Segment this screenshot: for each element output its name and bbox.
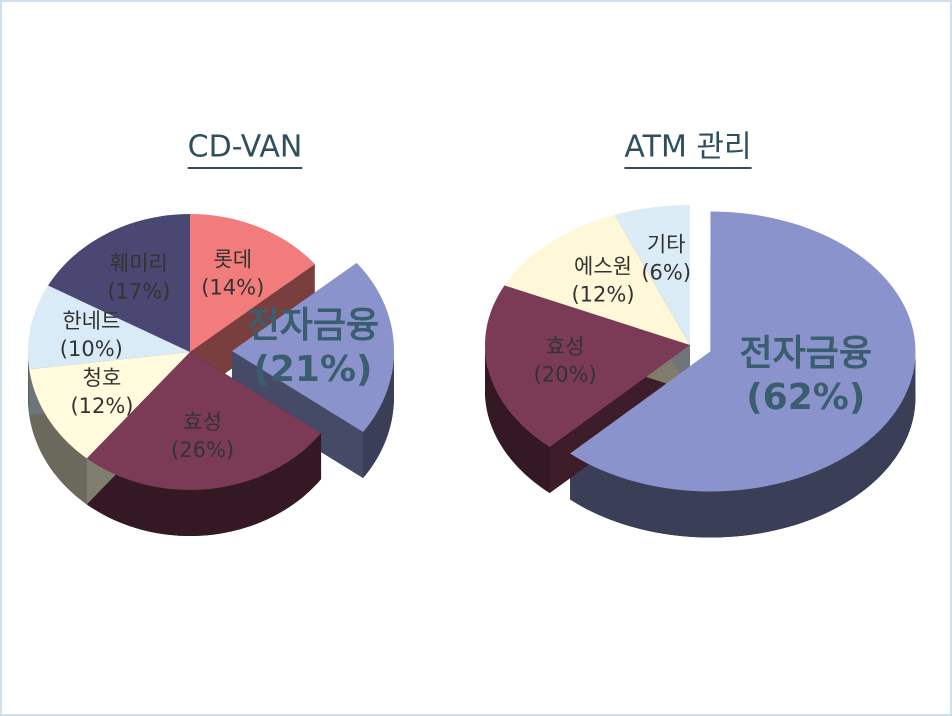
slice bbox=[48, 214, 191, 352]
slice bbox=[614, 205, 690, 345]
slice bbox=[485, 285, 690, 448]
pie-tops bbox=[485, 205, 916, 492]
slice-side bbox=[29, 369, 87, 505]
slice-value-label: (10%) bbox=[60, 337, 123, 361]
slice-value-label: (12%) bbox=[571, 283, 634, 307]
slice-label: 효성 bbox=[183, 410, 222, 434]
slice-label: 효성 bbox=[546, 334, 585, 358]
slice-label: 훼미리 bbox=[110, 251, 168, 275]
slice-label: 전자금융 bbox=[247, 305, 379, 346]
slice-label: 한네트 bbox=[62, 309, 120, 333]
slice bbox=[504, 214, 690, 345]
slice-label: 에스원 bbox=[574, 255, 632, 279]
slice-wall bbox=[231, 350, 364, 479]
slice-side bbox=[570, 351, 916, 538]
slice-side bbox=[363, 350, 394, 479]
slice bbox=[28, 285, 190, 370]
slice-value-label: (6%) bbox=[641, 261, 691, 285]
slice-value-label: (17%) bbox=[107, 279, 170, 303]
slice bbox=[190, 214, 315, 352]
slice-value-label: (26%) bbox=[171, 438, 234, 462]
slice-value-label: (14%) bbox=[201, 276, 264, 300]
pie-labels: 전자금융(62%) 효성 (20%) 에스원 (12%) 기타 (6%) bbox=[534, 233, 872, 419]
pie-labels: 훼미리 (17%) 롯데 (14%) 전자금융(21%) 효성 (26%) 청호 (12%) 한네… bbox=[60, 248, 379, 462]
slice bbox=[86, 352, 322, 490]
slice-value-label: (20%) bbox=[534, 362, 597, 386]
slice-label: 전자금융 bbox=[740, 333, 872, 374]
slice-value-label: (12%) bbox=[70, 394, 133, 418]
slice bbox=[29, 352, 190, 459]
slice-label: 롯데 bbox=[213, 248, 252, 272]
slice-side bbox=[485, 345, 550, 494]
chart-title: CD-VAN bbox=[188, 130, 303, 165]
chart-title: ATM 관리 bbox=[624, 130, 751, 165]
slice-label: 청호 bbox=[83, 366, 122, 390]
slice-value-label: (62%) bbox=[746, 377, 865, 418]
slice-side bbox=[28, 352, 30, 416]
slice-wall bbox=[190, 264, 315, 398]
slice-side bbox=[86, 433, 322, 536]
slice-value-label: (21%) bbox=[253, 349, 372, 390]
slice bbox=[570, 211, 916, 492]
pie-tops bbox=[28, 214, 394, 490]
slice bbox=[231, 262, 394, 433]
slice-label: 기타 bbox=[647, 233, 686, 257]
